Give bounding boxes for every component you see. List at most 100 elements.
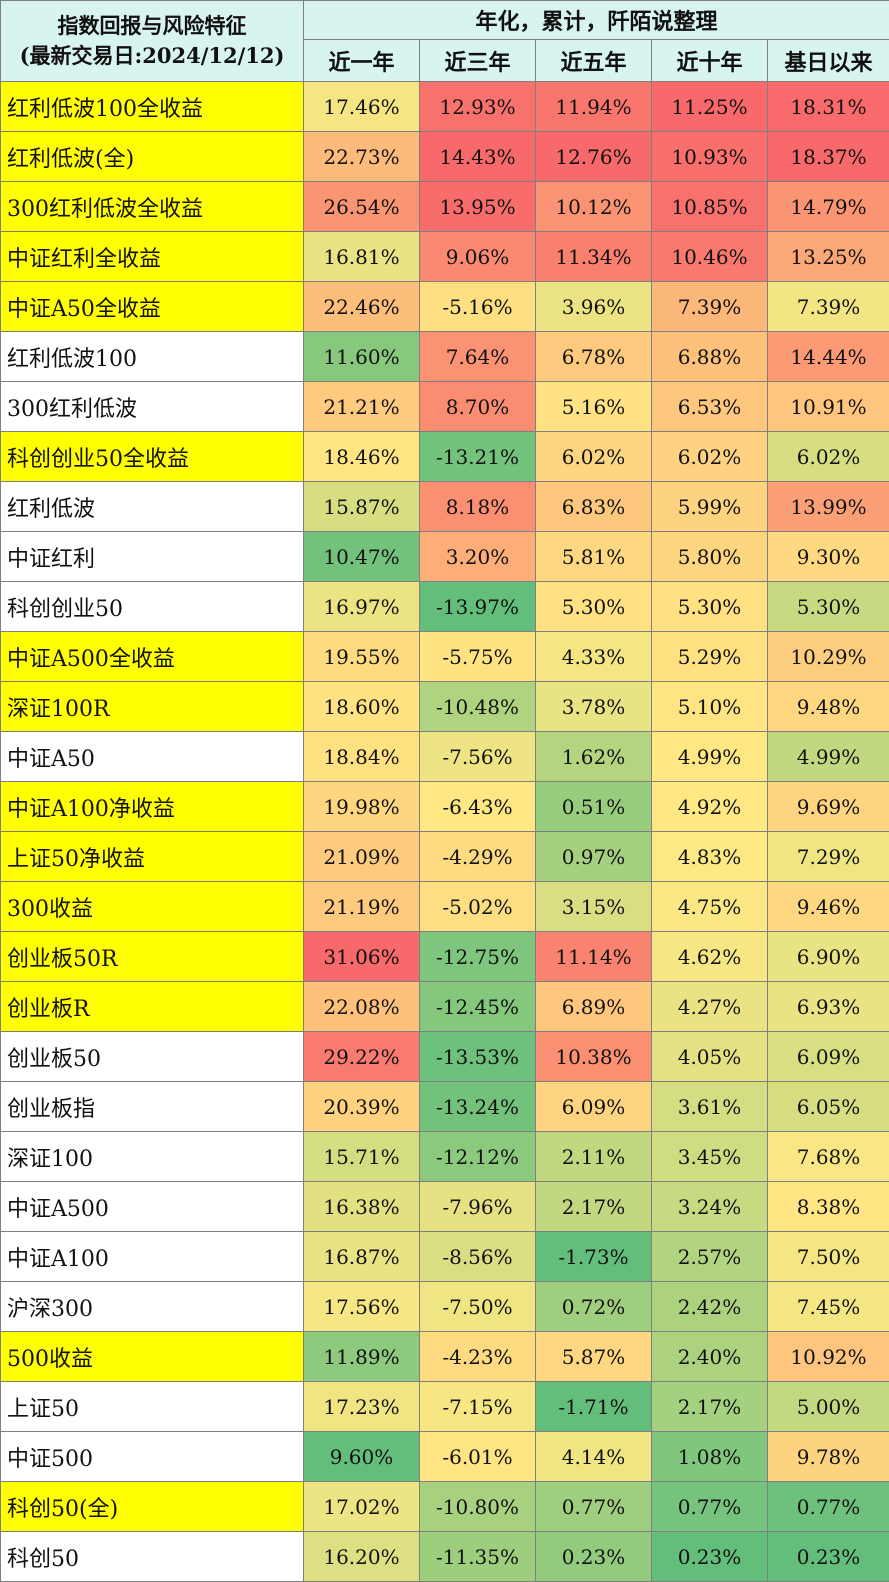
return-cell-1y: 19.98% — [304, 782, 420, 832]
return-cell-3y: -12.45% — [420, 982, 536, 1032]
index-name-cell: 中证A500全收益 — [1, 632, 304, 682]
return-cell-5y: 12.76% — [536, 132, 652, 182]
return-cell-3y: -4.29% — [420, 832, 536, 882]
return-cell-5y: 2.17% — [536, 1182, 652, 1232]
return-cell-5y: 0.72% — [536, 1282, 652, 1332]
return-cell-inception: 7.68% — [768, 1132, 889, 1182]
return-cell-1y: 21.09% — [304, 832, 420, 882]
return-cell-inception: 7.29% — [768, 832, 889, 882]
return-cell-inception: 6.93% — [768, 982, 889, 1032]
return-cell-1y: 17.46% — [304, 82, 420, 132]
return-cell-3y: -8.56% — [420, 1232, 536, 1282]
return-cell-inception: 9.78% — [768, 1432, 889, 1482]
return-cell-inception: 9.48% — [768, 682, 889, 732]
index-name-cell: 创业板50R — [1, 932, 304, 982]
return-cell-5y: 1.62% — [536, 732, 652, 782]
return-cell-3y: 8.18% — [420, 482, 536, 532]
return-cell-1y: 17.23% — [304, 1382, 420, 1432]
return-cell-3y: 3.20% — [420, 532, 536, 582]
return-cell-inception: 9.69% — [768, 782, 889, 832]
return-cell-5y: 10.12% — [536, 182, 652, 232]
return-cell-3y: -4.23% — [420, 1332, 536, 1382]
return-cell-1y: 26.54% — [304, 182, 420, 232]
index-name-cell: 科创50(全) — [1, 1482, 304, 1532]
index-name-cell: 300红利低波全收益 — [1, 182, 304, 232]
return-cell-10y: 4.27% — [652, 982, 768, 1032]
return-cell-10y: 1.08% — [652, 1432, 768, 1482]
return-cell-10y: 4.62% — [652, 932, 768, 982]
return-cell-10y: 4.05% — [652, 1032, 768, 1082]
return-cell-10y: 4.83% — [652, 832, 768, 882]
return-cell-inception: 5.30% — [768, 582, 889, 632]
index-name-cell: 创业板50 — [1, 1032, 304, 1082]
index-name-cell: 深证100R — [1, 682, 304, 732]
return-cell-5y: 5.16% — [536, 382, 652, 432]
index-name-cell: 创业板R — [1, 982, 304, 1032]
index-name-cell: 中证红利全收益 — [1, 232, 304, 282]
table-title-cell: 指数回报与风险特征 (最新交易日:2024/12/12) — [1, 1, 304, 82]
return-cell-inception: 10.91% — [768, 382, 889, 432]
return-cell-3y: -12.75% — [420, 932, 536, 982]
return-cell-5y: 0.77% — [536, 1482, 652, 1532]
index-name-cell: 科创创业50 — [1, 582, 304, 632]
return-cell-10y: 0.23% — [652, 1532, 768, 1582]
return-cell-5y: 4.33% — [536, 632, 652, 682]
return-cell-inception: 7.39% — [768, 282, 889, 332]
return-cell-5y: 11.94% — [536, 82, 652, 132]
return-cell-10y: 11.25% — [652, 82, 768, 132]
return-cell-inception: 14.44% — [768, 332, 889, 382]
column-header-5y: 近五年 — [536, 40, 652, 82]
return-cell-1y: 16.20% — [304, 1532, 420, 1582]
return-cell-10y: 5.29% — [652, 632, 768, 682]
return-cell-5y: 6.83% — [536, 482, 652, 532]
return-cell-inception: 8.38% — [768, 1182, 889, 1232]
return-cell-10y: 10.46% — [652, 232, 768, 282]
table-row: 科创50(全)17.02%-10.80%0.77%0.77%0.77% — [1, 1482, 889, 1532]
return-cell-3y: 7.64% — [420, 332, 536, 382]
return-cell-10y: 6.53% — [652, 382, 768, 432]
return-cell-1y: 16.38% — [304, 1182, 420, 1232]
return-cell-10y: 2.57% — [652, 1232, 768, 1282]
index-name-cell: 深证100 — [1, 1132, 304, 1182]
return-cell-10y: 5.10% — [652, 682, 768, 732]
return-cell-10y: 4.92% — [652, 782, 768, 832]
return-cell-10y: 4.75% — [652, 882, 768, 932]
index-name-cell: 中证A50 — [1, 732, 304, 782]
return-cell-3y: -6.01% — [420, 1432, 536, 1482]
return-cell-5y: 3.78% — [536, 682, 652, 732]
return-cell-1y: 20.39% — [304, 1082, 420, 1132]
return-cell-10y: 6.88% — [652, 332, 768, 382]
return-cell-3y: -13.97% — [420, 582, 536, 632]
return-cell-5y: 6.89% — [536, 982, 652, 1032]
return-cell-5y: 3.15% — [536, 882, 652, 932]
return-cell-3y: -13.53% — [420, 1032, 536, 1082]
column-header-inception: 基日以来 — [768, 40, 889, 82]
return-cell-3y: -6.43% — [420, 782, 536, 832]
return-cell-inception: 13.25% — [768, 232, 889, 282]
column-header-10y: 近十年 — [652, 40, 768, 82]
return-cell-3y: -7.50% — [420, 1282, 536, 1332]
column-header-3y: 近三年 — [420, 40, 536, 82]
return-cell-1y: 15.87% — [304, 482, 420, 532]
return-cell-10y: 4.99% — [652, 732, 768, 782]
index-name-cell: 300收益 — [1, 882, 304, 932]
index-name-cell: 科创50 — [1, 1532, 304, 1582]
return-cell-10y: 7.39% — [652, 282, 768, 332]
return-cell-5y: 10.38% — [536, 1032, 652, 1082]
